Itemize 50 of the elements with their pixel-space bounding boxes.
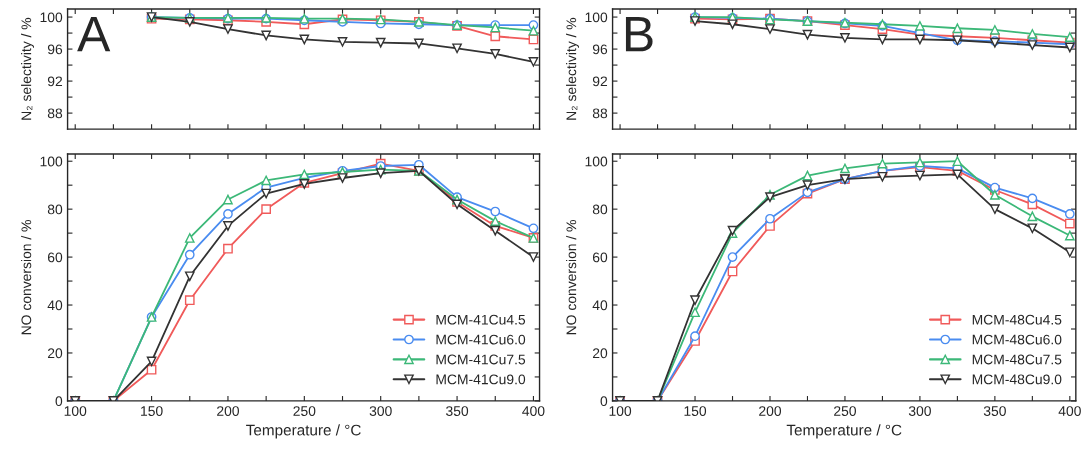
legend-label: MCM-41Cu7.5 xyxy=(436,354,526,365)
legend-label: MCM-48Cu9.0 xyxy=(972,374,1062,385)
y-axis-title: N₂ selectivity / % xyxy=(566,17,579,120)
x-tick-label: 200 xyxy=(759,406,782,416)
legend-label: MCM-41Cu6.0 xyxy=(436,334,526,345)
y-tick-label: 0 xyxy=(55,396,63,407)
x-tick-label: 250 xyxy=(293,406,316,416)
x-tick-label: 100 xyxy=(609,406,632,416)
x-tick-label: 300 xyxy=(908,406,931,416)
y-tick-label: 60 xyxy=(592,252,608,263)
x-tick-label: 100 xyxy=(64,406,87,416)
x-tick-label: 350 xyxy=(446,406,469,416)
y-tick-label: 0 xyxy=(600,396,608,407)
annotation: B xyxy=(625,16,653,52)
x-tick-label: 250 xyxy=(834,406,856,416)
y-axis-title: NO conversion / % xyxy=(566,220,577,335)
x-tick-label: 300 xyxy=(369,406,392,416)
y-tick-label: 40 xyxy=(592,300,608,311)
x-tick-label: 150 xyxy=(684,406,707,416)
y-tick-label: 96 xyxy=(592,44,608,55)
y-tick-label: 20 xyxy=(592,348,608,359)
y-tick-label: 100 xyxy=(585,156,608,167)
y-tick-label: 88 xyxy=(47,108,63,119)
x-axis-title: Temperature / °C xyxy=(786,424,902,439)
y-tick-label: 20 xyxy=(47,348,63,359)
x-tick-label: 350 xyxy=(983,406,1006,416)
x-tick-label: 400 xyxy=(522,406,545,416)
y-tick-label: 100 xyxy=(40,156,63,167)
annotation: A xyxy=(77,16,111,52)
x-tick-label: 400 xyxy=(1058,406,1081,416)
y-axis-title: N₂ selectivity / % xyxy=(21,17,34,120)
y-tick-label: 100 xyxy=(585,12,608,23)
y-tick-label: 92 xyxy=(47,76,63,87)
y-tick-label: 80 xyxy=(592,204,608,215)
legend-label: MCM-41Cu9.0 xyxy=(436,374,526,385)
y-tick-label: 92 xyxy=(592,76,608,87)
legend-label: MCM-48Cu7.5 xyxy=(972,354,1062,365)
y-axis-title: NO conversion / % xyxy=(21,220,32,335)
y-tick-label: 40 xyxy=(47,300,63,311)
legend-label: MCM-41Cu4.5 xyxy=(436,314,526,325)
x-axis-title: Temperature / °C xyxy=(246,424,361,439)
y-tick-label: 100 xyxy=(40,12,63,23)
y-tick-label: 88 xyxy=(592,108,608,119)
y-tick-label: 80 xyxy=(47,204,63,215)
x-tick-label: 150 xyxy=(141,406,163,416)
y-tick-label: 60 xyxy=(47,252,63,263)
legend-label: MCM-48Cu4.5 xyxy=(972,314,1062,325)
legend-label: MCM-48Cu6.0 xyxy=(972,334,1062,345)
x-tick-label: 200 xyxy=(217,406,239,416)
y-tick-label: 96 xyxy=(47,44,63,55)
